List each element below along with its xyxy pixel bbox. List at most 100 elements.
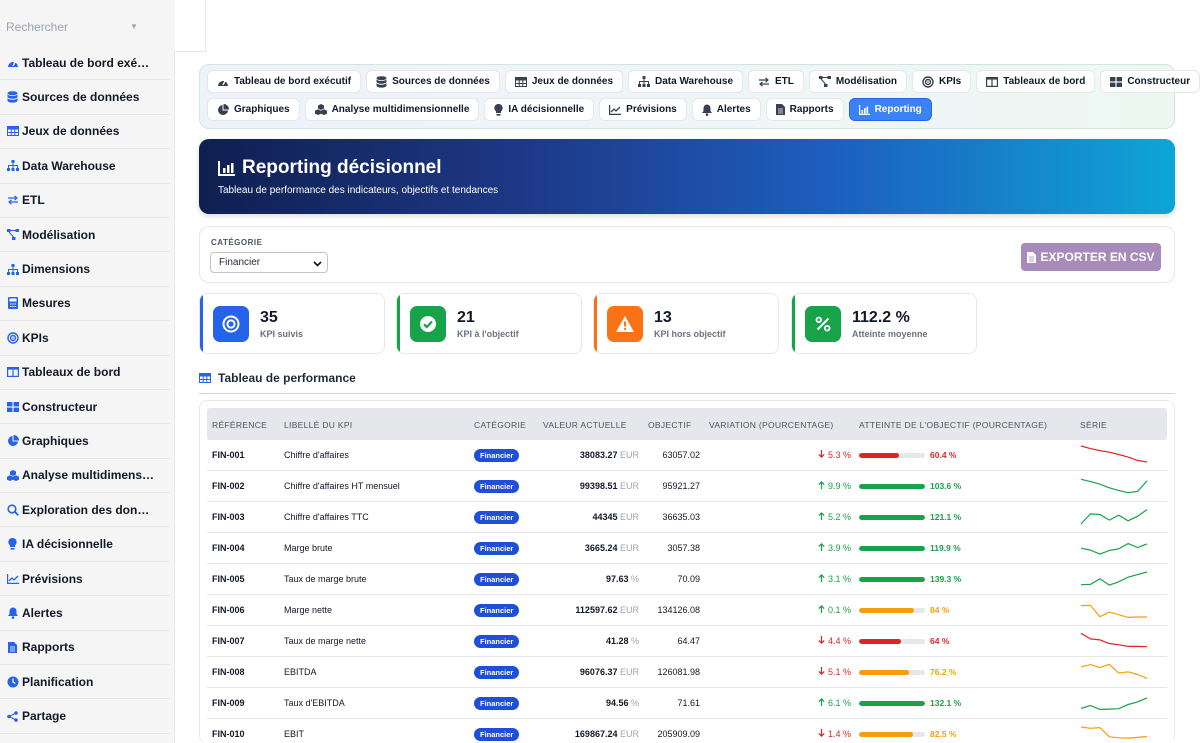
tab-etl[interactable]: ETL <box>748 70 804 93</box>
sidebar-item-label: Modélisation <box>22 227 96 242</box>
current-value-number: 96076.37 <box>579 667 618 677</box>
filter-panel: CATÉGORIE Financier EXPORTER EN CSV <box>199 226 1175 283</box>
kpi-label: EBIT <box>284 729 305 739</box>
current-value: 99398.51 EUR <box>580 481 639 491</box>
attainment-bar <box>859 546 925 551</box>
attainment-bar <box>859 453 925 458</box>
table-row[interactable]: FIN-007 Taux de marge nette Financier 41.28… <box>207 626 1167 657</box>
sidebar-item-17[interactable]: Rapports <box>0 631 170 666</box>
tab-alertes[interactable]: Alertes <box>691 98 761 121</box>
tab-label: Modélisation <box>835 76 898 87</box>
current-value-number: 99398.51 <box>579 481 618 491</box>
tab-tableau-de-bord-ex-cutif[interactable]: Tableau de bord exécutif <box>207 70 362 93</box>
top-panel <box>175 0 206 52</box>
current-value: 94.56 % <box>606 698 639 708</box>
exchange-icon <box>758 76 770 87</box>
sidebar-item-label: Dimensions <box>22 262 91 277</box>
table-row[interactable]: FIN-004 Marge brute Financier 3665.24 EUR 30… <box>207 533 1167 564</box>
variation-value: 5.2 % <box>827 512 851 522</box>
sidebar-item-8[interactable]: KPIs <box>0 321 170 356</box>
tab-label: Prévisions <box>626 104 677 115</box>
current-value-unit: EUR <box>619 605 639 615</box>
table-row[interactable]: FIN-008 EBITDA Financier 96076.37 EUR 126081… <box>207 657 1167 688</box>
tab-analyse-multidimensionnelle[interactable]: Analyse multidimensionnelle <box>304 98 480 121</box>
grid-icon <box>1110 76 1123 87</box>
kpi-accent-bar <box>594 294 597 353</box>
sidebar-item-11[interactable]: Graphiques <box>0 424 170 459</box>
table-row[interactable]: FIN-002 Chiffre d'affaires HT mensuel Fina… <box>207 471 1167 502</box>
sidebar-item-19[interactable]: Partage <box>0 699 170 734</box>
section-title: Tableau de performance <box>218 371 356 385</box>
variation-value: 0.1 % <box>827 605 851 615</box>
tab-sources-de-donn-es[interactable]: Sources de données <box>366 70 500 93</box>
target-value: 95921.27 <box>662 481 700 491</box>
sidebar-item-1[interactable]: Sources de données <box>0 80 170 115</box>
arrow-up-icon <box>818 605 826 615</box>
tab-ia-d-cisionnelle[interactable]: IA décisionnelle <box>484 98 595 121</box>
target-value: 36635.03 <box>662 512 700 522</box>
performance-table: RÉFÉRENCE LIBELLÉ DU KPI CATÉGORIE VALEUR A… <box>199 400 1175 743</box>
sidebar-item-15[interactable]: Prévisions <box>0 562 170 597</box>
sidebar-item-12[interactable]: Analyse multidimens… <box>0 459 170 494</box>
sidebar-item-label: Exploration des don… <box>22 502 150 517</box>
sidebar-item-13[interactable]: Exploration des don… <box>0 493 170 528</box>
export-csv-button[interactable]: EXPORTER EN CSV <box>1021 243 1161 271</box>
variation: 3.9 % <box>818 543 851 553</box>
tab-pr-visions[interactable]: Prévisions <box>599 98 687 121</box>
tab-jeux-de-donn-es[interactable]: Jeux de données <box>504 70 624 93</box>
sidebar-item-4[interactable]: ETL <box>0 184 170 218</box>
category-select[interactable]: Financier <box>210 252 328 273</box>
page-title: Reporting décisionnel <box>218 157 1175 179</box>
sidebar-item-label: Data Warehouse <box>22 158 116 173</box>
table-row[interactable]: FIN-003 Chiffre d'affaires TTC Financier 44… <box>207 502 1167 533</box>
sidebar-item-18[interactable]: Planification <box>0 665 170 700</box>
sparkline-series <box>1080 726 1148 739</box>
sidebar-item-0[interactable]: Tableau de bord exé… <box>0 46 170 81</box>
tab-label: ETL <box>775 76 794 87</box>
variation: 5.1 % <box>818 667 851 677</box>
attainment-value: 132.1 % <box>930 698 962 708</box>
current-value-number: 41.28 <box>605 636 629 646</box>
tab-mod-lisation[interactable]: Modélisation <box>808 70 908 93</box>
tab-kpis[interactable]: KPIs <box>912 70 972 93</box>
tab-reporting[interactable]: Reporting <box>848 98 932 121</box>
variation: 5.3 % <box>818 450 851 460</box>
variation-value: 6.1 % <box>827 698 851 708</box>
tab-data-warehouse[interactable]: Data Warehouse <box>628 70 743 93</box>
tab-constructeur[interactable]: Constructeur <box>1100 70 1200 93</box>
sidebar-item-label: Mesures <box>22 296 71 311</box>
column-header: ATTEINTE DE L'OBJECTIF (POURCENTAGE) <box>859 420 1048 430</box>
tab-tableaux-de-bord[interactable]: Tableaux de bord <box>976 70 1096 93</box>
sidebar-item-16[interactable]: Alertes <box>0 596 170 631</box>
sidebar-item-2[interactable]: Jeux de données <box>0 115 170 150</box>
tab-graphiques[interactable]: Graphiques <box>207 98 300 121</box>
target-value: 63057.02 <box>662 450 700 460</box>
sidebar-item-14[interactable]: IA décisionnelle <box>0 527 170 562</box>
attainment-value: 60.4 % <box>930 450 957 460</box>
sidebar-item-9[interactable]: Tableaux de bord <box>0 356 170 390</box>
sparkline <box>1080 478 1148 494</box>
sidebar-item-10[interactable]: Constructeur <box>0 390 170 425</box>
current-value-unit: % <box>630 574 639 584</box>
tab-rapports[interactable]: Rapports <box>765 98 844 121</box>
sidebar-item-3[interactable]: Data Warehouse <box>0 149 170 184</box>
search-select[interactable]: Rechercher ▼ <box>0 0 175 52</box>
tab-label: Analyse multidimensionnelle <box>331 104 470 115</box>
table-row[interactable]: FIN-001 Chiffre d'affaires Financier 38083.… <box>207 440 1167 471</box>
sidebar-item-5[interactable]: Modélisation <box>0 218 170 253</box>
variation: 6.1 % <box>818 698 851 708</box>
table-row[interactable]: FIN-010 EBIT Financier 169867.24 EUR 205909.… <box>207 719 1167 743</box>
sidebar-item-6[interactable]: Dimensions <box>0 252 170 287</box>
table-row[interactable]: FIN-006 Marge nette Financier 112597.62 EUR… <box>207 595 1167 626</box>
sidebar-item-7[interactable]: Mesures <box>0 287 170 322</box>
current-value: 3665.24 EUR <box>585 543 639 553</box>
table-row[interactable]: FIN-005 Taux de marge brute Financier 97.63… <box>207 564 1167 595</box>
attainment-value: 84 % <box>930 605 950 615</box>
attainment-value: 76.2 % <box>930 667 957 677</box>
sidebar-item-label: Prévisions <box>22 571 83 586</box>
attainment-bar-fill <box>859 608 915 613</box>
table-row[interactable]: FIN-009 Taux d'EBITDA Financier 94.56 % 71.6… <box>207 688 1167 719</box>
columns-icon <box>986 76 999 87</box>
target-value: 70.09 <box>677 574 700 584</box>
variation-value: 9.9 % <box>827 481 851 491</box>
